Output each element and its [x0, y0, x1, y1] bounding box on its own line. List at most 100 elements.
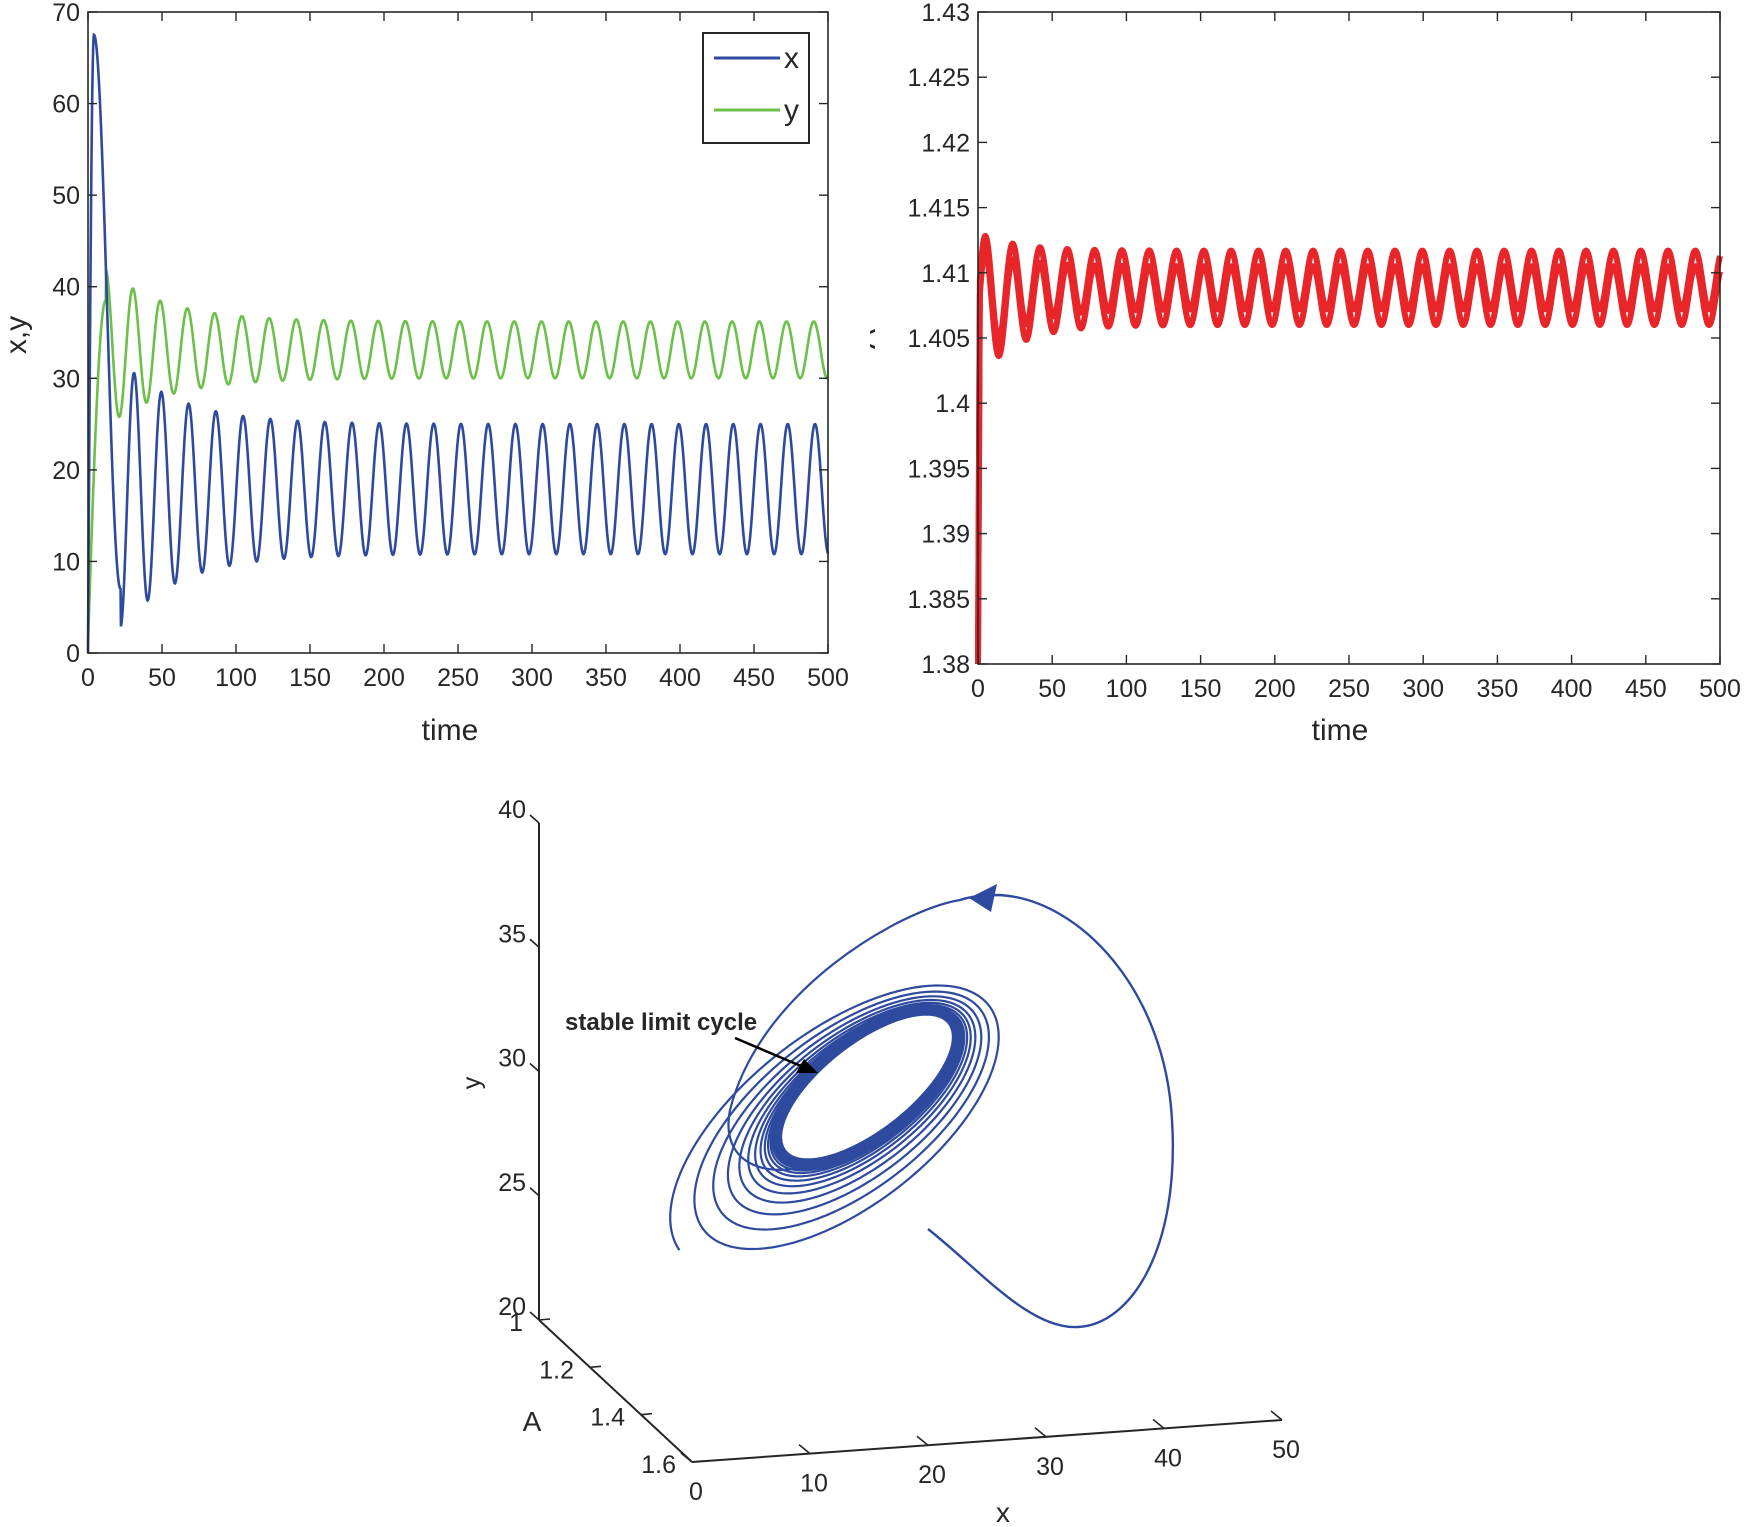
legend-label-y: y — [784, 94, 799, 127]
legend: x y — [702, 32, 810, 144]
trajectory-arrow-head — [969, 884, 997, 912]
y-tick-label: 1.4 — [935, 390, 970, 418]
z-tick-label: 25 — [498, 1169, 526, 1197]
x-tick-label: 150 — [289, 664, 331, 692]
x-tick-mark — [1152, 1418, 1165, 1430]
z-tick-mark — [529, 1311, 540, 1321]
a-tick-mark — [640, 1412, 653, 1416]
series-line-A-band — [975, 248, 1723, 665]
x-tick-label: 20 — [918, 1461, 946, 1489]
z-tick-label: 35 — [498, 920, 526, 948]
x-tick-label: 450 — [733, 664, 775, 692]
x-tick-mark — [916, 1435, 929, 1446]
x-tick-mark — [1034, 1427, 1047, 1438]
z-tick-label: 20 — [498, 1293, 526, 1321]
x-tick-label: 10 — [800, 1470, 828, 1498]
z-tick-mark — [529, 1187, 540, 1197]
x-tick-label: 40 — [1154, 1444, 1182, 1472]
plot-frame — [977, 11, 1721, 665]
x-tick-label: 0 — [971, 675, 985, 703]
x-tick-label: 50 — [148, 664, 176, 692]
chart-A-vs-time: 0 50 100 150 200 250 300 350 400 450 500 1.38 1.385 1… — [870, 0, 1741, 747]
annotation-arrow-head — [796, 1059, 818, 1073]
x-axis-label: time — [422, 714, 479, 747]
y-tick-label: 1.43 — [921, 0, 970, 27]
a-axis-line — [538, 1319, 693, 1463]
y-tick-label: 0 — [66, 640, 80, 668]
x-tick-label: 300 — [511, 664, 553, 692]
legend-label-x: x — [784, 42, 799, 75]
limit-cycle-annotation: stable limit cycle — [565, 1009, 818, 1073]
x-tick-label: 250 — [437, 664, 479, 692]
chart-x-y-vs-time: 0 50 100 150 200 250 300 350 400 450 500 0 10 20 30 40 5… — [0, 0, 849, 747]
x-tick-label: 30 — [1036, 1453, 1064, 1481]
z-tick-mark — [529, 1062, 540, 1073]
y-tick-label: 1.405 — [907, 325, 970, 353]
a-tick-label: 1.2 — [539, 1356, 574, 1384]
a-tick-label: 1.4 — [590, 1404, 625, 1432]
annotation-text: stable limit cycle — [565, 1009, 757, 1036]
x-tick-label: 400 — [659, 664, 701, 692]
3d-axes — [529, 814, 1283, 1463]
x-tick-label: 350 — [1477, 675, 1519, 703]
x-tick-mark — [1270, 1410, 1283, 1421]
y-tick-label: 60 — [52, 91, 80, 119]
a-tick-label: 1 — [509, 1309, 523, 1337]
x-tick-label: 50 — [1272, 1436, 1300, 1464]
x-axis-label: x — [996, 1497, 1010, 1527]
a-axis-label: A — [523, 1406, 542, 1437]
z-tick-label: 30 — [498, 1045, 526, 1073]
annotation-arrow-line — [734, 1036, 809, 1071]
y-tick-label: 30 — [52, 365, 80, 393]
a-tick-mark — [691, 1460, 704, 1463]
x-tick-label: 50 — [1038, 675, 1066, 703]
series-group — [86, 32, 830, 654]
y-tick-label: 1.415 — [907, 195, 970, 223]
a-tick-mark — [589, 1365, 602, 1369]
y-tick-label: 40 — [52, 274, 80, 302]
x-axis-label: time — [1312, 714, 1369, 747]
y-tick-label: 50 — [52, 182, 80, 210]
x-tick-label: 100 — [215, 664, 257, 692]
trajectory-group — [669, 884, 1175, 1329]
y-tick-label: 1.425 — [907, 64, 970, 92]
y-tick-label: 10 — [52, 548, 80, 576]
series-group — [975, 232, 1723, 665]
y-axis-label: x,y — [0, 316, 33, 354]
limit-cycle-band — [771, 1005, 963, 1169]
z-tick-mark — [529, 814, 540, 824]
x-axis-line — [691, 1419, 1283, 1463]
y-tick-label: 1.39 — [921, 521, 970, 549]
x-tick-label: 400 — [1551, 675, 1593, 703]
x-tick-label: 0 — [81, 664, 95, 692]
limit-cycle-band — [779, 1012, 955, 1162]
x-tick-mark — [798, 1443, 811, 1455]
x-tick-label: 100 — [1106, 675, 1148, 703]
x-tick-label: 200 — [1254, 675, 1296, 703]
x-tick-label: 150 — [1180, 675, 1222, 703]
x-tick-label: 0 — [689, 1478, 703, 1506]
axes-frame — [977, 11, 1721, 665]
y-tick-label: 1.38 — [921, 651, 970, 679]
x-tick-mark — [680, 1452, 693, 1463]
y-tick-label: 1.41 — [921, 260, 970, 288]
x-tick-label: 300 — [1402, 675, 1444, 703]
x-tick-label: 450 — [1625, 675, 1667, 703]
x-tick-label: 500 — [807, 664, 849, 692]
series-line-y — [86, 269, 829, 644]
trajectory-transient — [927, 893, 1175, 1329]
series-line-x — [86, 32, 830, 654]
y-tick-label: 20 — [52, 457, 80, 485]
x-tick-label: 250 — [1328, 675, 1370, 703]
x-tick-label: 500 — [1699, 675, 1741, 703]
y-tick-label: 1.395 — [907, 455, 970, 483]
a-tick-mark — [538, 1318, 551, 1321]
x-tick-label: 350 — [585, 664, 627, 692]
a-tick-label: 1.6 — [641, 1451, 676, 1479]
tick-labels: 0 50 100 150 200 250 300 350 400 450 500 1.38 1.385 1… — [907, 0, 1740, 703]
y-tick-label: 1.42 — [921, 129, 970, 157]
y-tick-label: 70 — [52, 0, 80, 27]
x-tick-label: 200 — [363, 664, 405, 692]
legend-box — [702, 32, 810, 144]
tick-labels: 0 50 100 150 200 250 300 350 400 450 500 0 10 20 30 40 5… — [52, 0, 849, 692]
